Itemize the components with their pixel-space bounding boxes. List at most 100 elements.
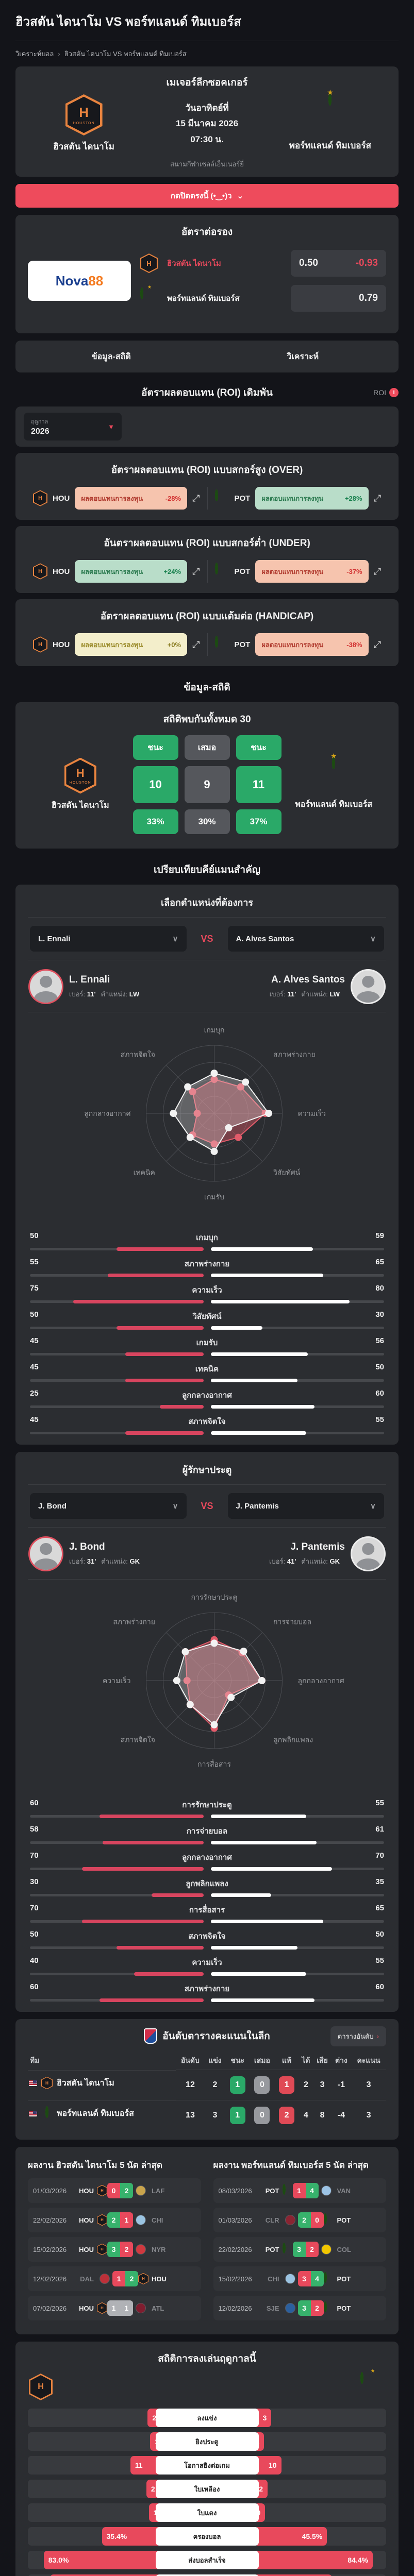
- expand-icon[interactable]: ⤢: [192, 639, 200, 650]
- stat-left-value: 75: [30, 1284, 39, 1293]
- expand-icon[interactable]: ⤢: [373, 566, 381, 577]
- odds-home-values[interactable]: 0.50 -0.93: [291, 250, 386, 277]
- roi-pill-label: ผลตอบแทนการลงทุน: [261, 640, 324, 649]
- close-banner-button[interactable]: กดปิดตรงนี้ (•‿•)ว ⌄: [15, 184, 399, 208]
- home-abbr: POT: [265, 2245, 279, 2253]
- stat-label: ความเร็ว: [192, 1958, 222, 1967]
- roi-value-pill: ผลตอบแทนการลงทุน +0%: [75, 633, 188, 656]
- info-icon[interactable]: i: [389, 388, 399, 397]
- tab-data-stats[interactable]: ข้อมูล-สถิติ: [91, 352, 131, 361]
- stat-right-bar: [210, 1247, 384, 1251]
- score-away: 1: [120, 2212, 133, 2228]
- stat-compare-row: 55 สภาพร่างกาย 65: [30, 1258, 384, 1277]
- expand-icon[interactable]: ⤢: [373, 639, 381, 650]
- home-abbr: HOU: [79, 2304, 94, 2312]
- season-stat-row: 2 ลงแข่ง 3: [28, 2409, 386, 2427]
- score-away: 1: [120, 2300, 133, 2316]
- season-stat-label: ส่งบอลสำเร็จ: [155, 2551, 259, 2569]
- radar-axis-label: สภาพจิตใจ: [121, 1050, 155, 1058]
- form-match-row[interactable]: 12/02/2026 SJE 3 2 POT: [213, 2296, 386, 2320]
- breadcrumb-separator: ›: [58, 50, 60, 58]
- stat-right-bar: [210, 1998, 384, 2002]
- radar-axis-label: เกมรับ: [204, 1193, 224, 1201]
- season-right-bar: 10: [256, 2456, 281, 2475]
- table-header: ได้: [302, 2056, 310, 2064]
- expand-icon[interactable]: ⤢: [373, 493, 381, 503]
- stat-left-bar: [30, 1946, 204, 1950]
- radar-axis-label: การรักษาประตู: [191, 1593, 238, 1602]
- form-match-row[interactable]: 01/03/2026 CLR 2 0 POT: [213, 2208, 386, 2232]
- form-match-row[interactable]: 15/02/2026 HOU H 3 2 NYR: [28, 2237, 201, 2262]
- stat-compare-row: 40 ความเร็ว 55: [30, 1956, 384, 1976]
- stat-right-value: 55: [375, 1799, 384, 1807]
- chi-crest-icon: [285, 2274, 295, 2284]
- score-home: 3: [297, 2271, 311, 2286]
- odds-away-values[interactable]: 0.79: [291, 285, 386, 312]
- score-away: 2: [120, 2183, 133, 2198]
- sje-crest-icon: [285, 2303, 295, 2313]
- h2h-count: 10: [133, 766, 178, 803]
- h2h-col-1: เสมอ 9 30%: [184, 735, 230, 834]
- table-header: อันดับ: [180, 2056, 200, 2064]
- season-stat-row: 1ใบแดง0: [28, 2503, 386, 2522]
- radar-axis-label: ลูกพลิกแพลง: [273, 1736, 313, 1744]
- stat-label: ความเร็ว: [192, 1286, 222, 1295]
- form-match-row[interactable]: 08/03/2026 POT 1 4 VAN: [213, 2178, 386, 2203]
- stat-compare-row: 30 ลูกพลิกแพลง 35: [30, 1877, 384, 1897]
- season-stat-label: ครองบอล: [155, 2527, 259, 2546]
- form-match-row[interactable]: 01/03/2026 HOU H 0 2 LAF: [28, 2178, 201, 2203]
- gk-right-select[interactable]: J. Pantemis ∨: [227, 1493, 384, 1519]
- stat-left-value: 70: [30, 1904, 39, 1912]
- player-avatar: [352, 1538, 384, 1570]
- tab-analysis[interactable]: วิเคราะห์: [287, 352, 319, 361]
- houston-dynamo-crest-icon: H: [97, 2302, 107, 2314]
- gk-right-player: J. Pantemis เบอร์: 41' ตำแหน่ง: GK: [269, 1538, 384, 1570]
- nova88-logo[interactable]: Nova 88: [28, 261, 131, 301]
- stat-compare-row: 50 วิสัยทัศน์ 30: [30, 1310, 384, 1330]
- season-select[interactable]: ฤดูกาล 2026 ▼: [24, 413, 122, 440]
- league-table-title: อันดับตารางคะแนนในลีก: [162, 2031, 270, 2042]
- league-table-button[interactable]: ตารางอันดับ ›: [330, 2026, 386, 2046]
- keyman-right-select[interactable]: A. Alves Santos ∨: [227, 926, 384, 952]
- roi-card-rows: H HOU ผลตอบแทนการลงทุน +0% ⤢ POT ผลตอบแทนการลง…: [26, 633, 388, 656]
- score-away: 4: [310, 2271, 324, 2286]
- score-away: 2: [305, 2242, 319, 2257]
- stat-left-value: 50: [30, 1231, 39, 1240]
- gk-left-select[interactable]: J. Bond ∨: [30, 1493, 187, 1519]
- form-match-row[interactable]: 12/02/2026 DAL 1 2 H HOU: [28, 2266, 201, 2291]
- portland-timbers-crest-icon: [282, 2243, 293, 2255]
- stat-compare-row: 60 สภาพร่างกาย 60: [30, 1982, 384, 2002]
- radar-axis-label: ความเร็ว: [298, 1109, 326, 1117]
- radar-axis-label: สภาพร่างกาย: [113, 1617, 155, 1625]
- expand-icon[interactable]: ⤢: [192, 493, 200, 503]
- season-stat-label: ใบแดง: [155, 2503, 259, 2522]
- roi-value-pill: ผลตอบแทนการลงทุน -37%: [255, 560, 369, 583]
- stat-compare-row: 50 สภาพจิตใจ 50: [30, 1930, 384, 1950]
- stat-left-bar: [30, 1998, 204, 2002]
- stat-compare-row: 45 สภาพจิตใจ 55: [30, 1415, 384, 1435]
- expand-icon[interactable]: ⤢: [192, 566, 200, 577]
- stat-right-value: 35: [375, 1877, 384, 1886]
- stat-right-value: 55: [375, 1415, 384, 1424]
- portland-timbers-crest-icon: [282, 2184, 293, 2196]
- season-right-bar: 50.0%: [256, 2574, 332, 2576]
- odds-home-team: ฮิวสตัน ไดนาโม: [167, 259, 221, 268]
- houston-dynamo-crest-icon: H: [97, 2184, 107, 2197]
- season-left-bar: 83.0%: [43, 2551, 158, 2569]
- form-match-row[interactable]: 07/02/2026 HOU H 1 1 ATL: [28, 2296, 201, 2320]
- form-match-row[interactable]: 22/02/2026 HOU H 2 1 CHI: [28, 2208, 201, 2232]
- score-home: 2: [107, 2212, 120, 2228]
- keyman-left-select[interactable]: L. Ennali ∨: [30, 926, 187, 952]
- houston-dynamo-crest-icon: H: [29, 2374, 53, 2400]
- breadcrumb-root[interactable]: วิเคราะห์บอล: [15, 50, 54, 58]
- odds-row-home: H ฮิวสตัน ไดนาโม 0.50 -0.93: [140, 250, 386, 277]
- table-cell: -4: [331, 2100, 352, 2130]
- form-match-row[interactable]: 15/02/2026 CHI 3 4 POT: [213, 2266, 386, 2291]
- roi-team-abbr: POT: [234, 567, 251, 576]
- match-date: 15/02/2026: [218, 2275, 252, 2283]
- form-match-row[interactable]: 22/02/2026 POT 3 2 COL: [213, 2237, 386, 2262]
- roi-card-title: อัตราผลตอบแทน (ROI) แบบแต้มต่อ (HANDICAP…: [100, 611, 314, 622]
- h2h-result-label: ชนะ: [133, 735, 178, 760]
- radar-axis-label: การจ่ายบอล: [273, 1617, 311, 1625]
- stat-left-bar: [30, 1920, 204, 1923]
